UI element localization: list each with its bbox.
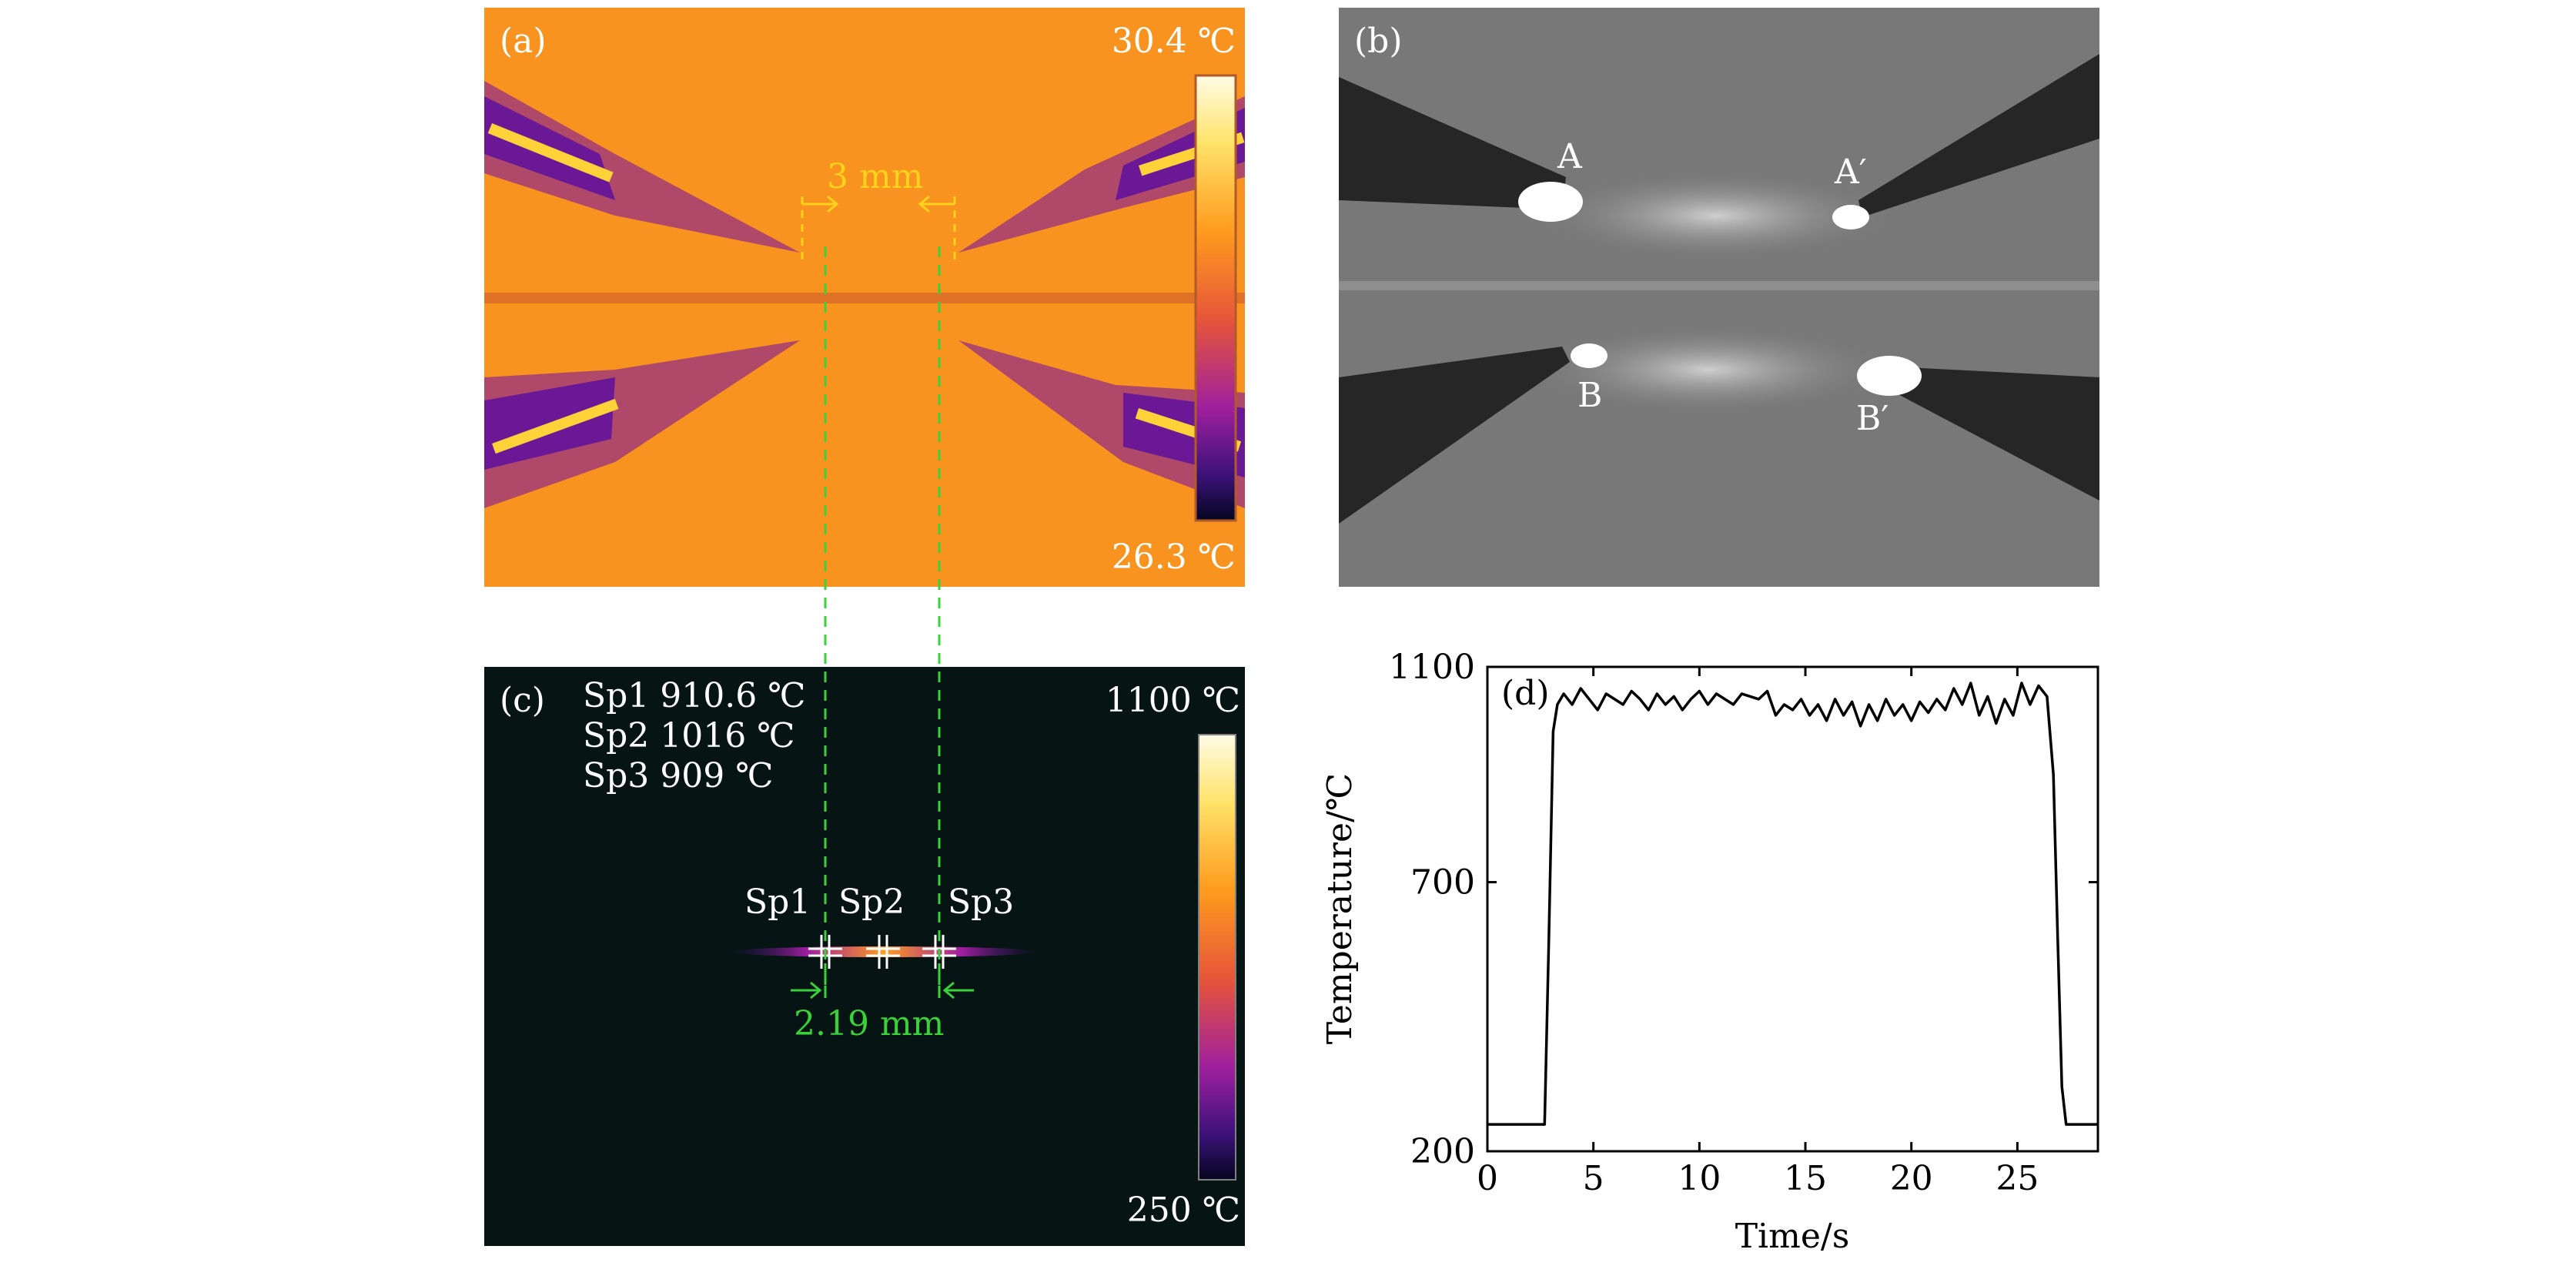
plot-frame [1486, 665, 2099, 1153]
tip-label-a-prime: A′ [1835, 152, 1867, 192]
readout-sp1: Sp1 910.6 ℃ [583, 676, 806, 715]
y-tick-label: 1100 [1389, 648, 1475, 687]
gap-label-a: 3 mm [827, 157, 924, 196]
fiber-line-b [1339, 281, 2099, 290]
tip-a-prime-glow [1832, 205, 1869, 229]
y-axis-label: Temperature/℃ [1320, 773, 1360, 1044]
x-tick-label: 10 [1678, 1159, 1721, 1198]
colorbar-c-max: 1100 ℃ [1105, 681, 1240, 720]
panel-d-label: (d) [1501, 674, 1550, 713]
panel-c-thermal-image: (c) Sp1 910.6 ℃ Sp2 1016 ℃ Sp3 909 ℃ Sp1… [484, 667, 1245, 1246]
panel-a-label: (a) [500, 22, 547, 61]
needle-b-upper-left [1339, 77, 1566, 209]
spot-label-sp2: Sp2 [838, 883, 905, 922]
y-tick-label: 700 [1410, 863, 1475, 903]
panel-b-scene [1339, 54, 2099, 524]
spot-label-sp1: Sp1 [744, 883, 811, 922]
colorbar-a-min: 26.3 ℃ [1111, 538, 1236, 577]
x-tick-label: 15 [1784, 1159, 1827, 1198]
needle-b-upper-right [1858, 54, 2099, 217]
colorbar-a-max: 30.4 ℃ [1111, 22, 1236, 61]
x-tick-label: 20 [1890, 1159, 1933, 1198]
plasma-glow-upper [1531, 169, 1901, 262]
colorbar-a [1194, 74, 1237, 522]
temperature-series-line [1487, 682, 2098, 1126]
needle-lower-left [484, 340, 800, 508]
x-axis-label: Time/s [1735, 1217, 1850, 1256]
needle-upper-left-hot [487, 122, 614, 183]
panel-a-thermal-image: (a) 30.4 ℃ 26.3 ℃ 3 mm [484, 8, 1245, 587]
x-tick-label: 25 [1996, 1159, 2039, 1198]
x-tick-label: 5 [1583, 1159, 1604, 1198]
panel-c-label: (c) [500, 681, 545, 720]
readout-sp2: Sp2 1016 ℃ [583, 716, 795, 755]
needle-upper-right [958, 96, 1245, 253]
x-tick-label: 0 [1477, 1159, 1498, 1198]
plasma-glow-lower [1524, 323, 1893, 416]
panel-b-label: (b) [1354, 22, 1403, 61]
fiber-line [484, 293, 1245, 303]
gap-dimension-a [801, 195, 956, 266]
panel-a-scene [484, 74, 1245, 522]
tip-b-glow [1571, 343, 1607, 368]
gap-label-c: 2.19 mm [794, 1004, 945, 1043]
panel-c-scene [731, 734, 1236, 1181]
tip-label-b-prime: B′ [1856, 399, 1889, 438]
readout-sp3: Sp3 909 ℃ [583, 756, 774, 795]
needle-lower-right [958, 340, 1245, 508]
needle-lower-left-hot [492, 398, 619, 454]
colorbar-c-min: 250 ℃ [1126, 1191, 1240, 1230]
tip-label-b: B [1577, 376, 1603, 415]
tip-label-a: A [1557, 137, 1582, 176]
colorbar-c [1198, 734, 1236, 1181]
tip-b-prime-glow [1857, 356, 1922, 396]
y-tick-label: 200 [1410, 1132, 1475, 1171]
tip-a-glow [1518, 182, 1583, 222]
spot-label-sp3: Sp3 [948, 883, 1015, 922]
needle-b-lower-left [1339, 347, 1570, 524]
axis-ticks: 0 5 10 15 20 25 200 700 1100 [1389, 648, 2098, 1198]
hot-streak [731, 946, 1039, 957]
panel-b-photo: (b) A A′ B B′ [1339, 8, 2099, 587]
needle-b-lower-right [1878, 366, 2099, 501]
spot-marker-sp2 [866, 935, 900, 969]
